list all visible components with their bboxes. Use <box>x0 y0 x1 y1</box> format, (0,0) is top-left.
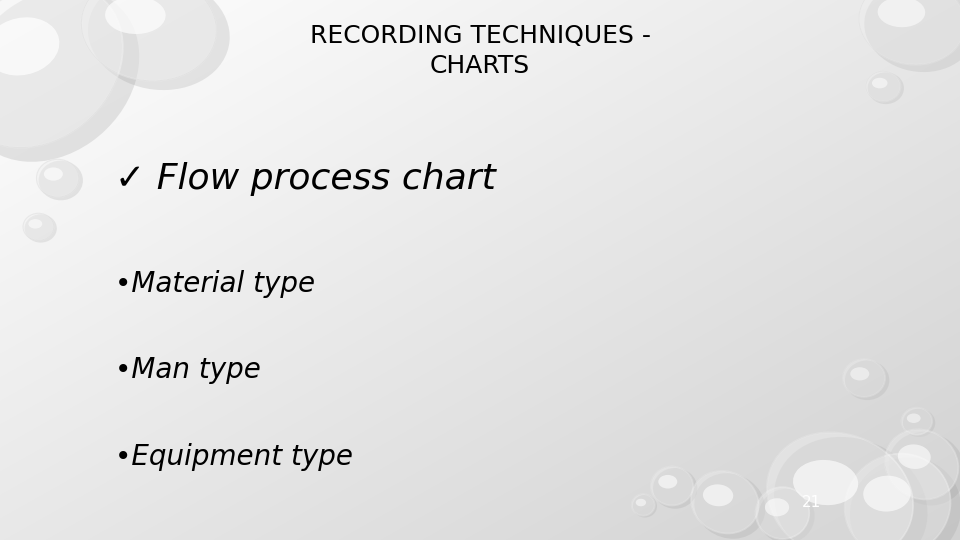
Ellipse shape <box>0 0 123 147</box>
Ellipse shape <box>845 360 889 400</box>
Ellipse shape <box>632 494 655 516</box>
Ellipse shape <box>765 498 789 516</box>
Ellipse shape <box>756 487 809 539</box>
Ellipse shape <box>907 414 921 423</box>
Ellipse shape <box>758 489 815 540</box>
Ellipse shape <box>872 78 887 89</box>
Ellipse shape <box>774 437 927 540</box>
Ellipse shape <box>859 0 960 65</box>
Ellipse shape <box>845 454 950 540</box>
Ellipse shape <box>877 0 925 27</box>
Ellipse shape <box>636 499 646 507</box>
Ellipse shape <box>659 475 678 489</box>
Ellipse shape <box>105 0 166 34</box>
Text: RECORDING TECHNIQUES -
CHARTS: RECORDING TECHNIQUES - CHARTS <box>309 24 651 78</box>
Ellipse shape <box>843 359 885 397</box>
Ellipse shape <box>653 468 697 509</box>
Ellipse shape <box>88 0 229 90</box>
Text: 21: 21 <box>802 495 821 510</box>
Ellipse shape <box>767 433 913 540</box>
Ellipse shape <box>0 0 139 162</box>
Ellipse shape <box>25 214 57 242</box>
Ellipse shape <box>82 0 216 81</box>
Ellipse shape <box>651 467 693 505</box>
Ellipse shape <box>691 471 758 534</box>
Text: ✓ Flow process chart: ✓ Flow process chart <box>115 162 496 196</box>
Ellipse shape <box>903 409 935 437</box>
Text: •Material type: •Material type <box>115 270 315 298</box>
Text: •Man type: •Man type <box>115 356 261 384</box>
Ellipse shape <box>885 429 958 500</box>
Ellipse shape <box>44 167 62 181</box>
Ellipse shape <box>901 408 932 435</box>
Ellipse shape <box>889 432 960 505</box>
Ellipse shape <box>0 17 60 76</box>
Ellipse shape <box>633 495 657 517</box>
Ellipse shape <box>703 484 733 507</box>
Ellipse shape <box>694 473 765 539</box>
Ellipse shape <box>866 71 900 102</box>
Ellipse shape <box>898 444 931 469</box>
Ellipse shape <box>38 160 83 200</box>
Ellipse shape <box>863 476 911 511</box>
Ellipse shape <box>850 457 960 540</box>
Ellipse shape <box>23 213 54 240</box>
Ellipse shape <box>864 0 960 72</box>
Ellipse shape <box>793 460 858 505</box>
Ellipse shape <box>29 219 42 228</box>
Ellipse shape <box>851 367 870 381</box>
Ellipse shape <box>36 159 79 197</box>
Ellipse shape <box>868 72 904 104</box>
Text: •Equipment type: •Equipment type <box>115 443 353 471</box>
